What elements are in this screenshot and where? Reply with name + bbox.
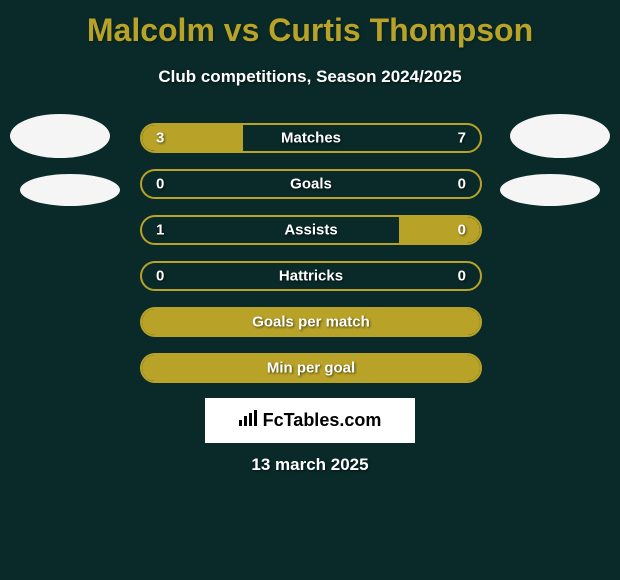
chart-icon [239,410,259,431]
stat-value-right: 7 [458,130,466,147]
stat-bar-row: 0Goals0 [140,169,482,199]
stat-label: Min per goal [142,360,480,377]
stat-value-right: 0 [458,268,466,285]
stat-bar-row: 3Matches7 [140,123,482,153]
logo-text: FcTables.com [263,410,382,431]
stat-bar-row: 1Assists0 [140,215,482,245]
stat-bar-row: Min per goal [140,353,482,383]
comparison-subtitle: Club competitions, Season 2024/2025 [0,67,620,87]
stat-label: Matches [142,130,480,147]
stat-label: Goals per match [142,314,480,331]
player-left-avatar-top [10,114,110,158]
stat-value-right: 0 [458,176,466,193]
date-label: 13 march 2025 [0,455,620,475]
comparison-title: Malcolm vs Curtis Thompson [0,0,620,49]
stats-bars-container: 3Matches70Goals01Assists00Hattricks0Goal… [140,123,482,399]
stat-bar-row: 0Hattricks0 [140,261,482,291]
player-right-avatar-top [510,114,610,158]
stat-label: Assists [142,222,480,239]
fctables-logo: FcTables.com [205,398,415,443]
stat-label: Hattricks [142,268,480,285]
player-left-avatar-bottom [20,174,120,206]
stat-bar-row: Goals per match [140,307,482,337]
stat-value-right: 0 [458,222,466,239]
player-right-avatar-bottom [500,174,600,206]
stat-label: Goals [142,176,480,193]
